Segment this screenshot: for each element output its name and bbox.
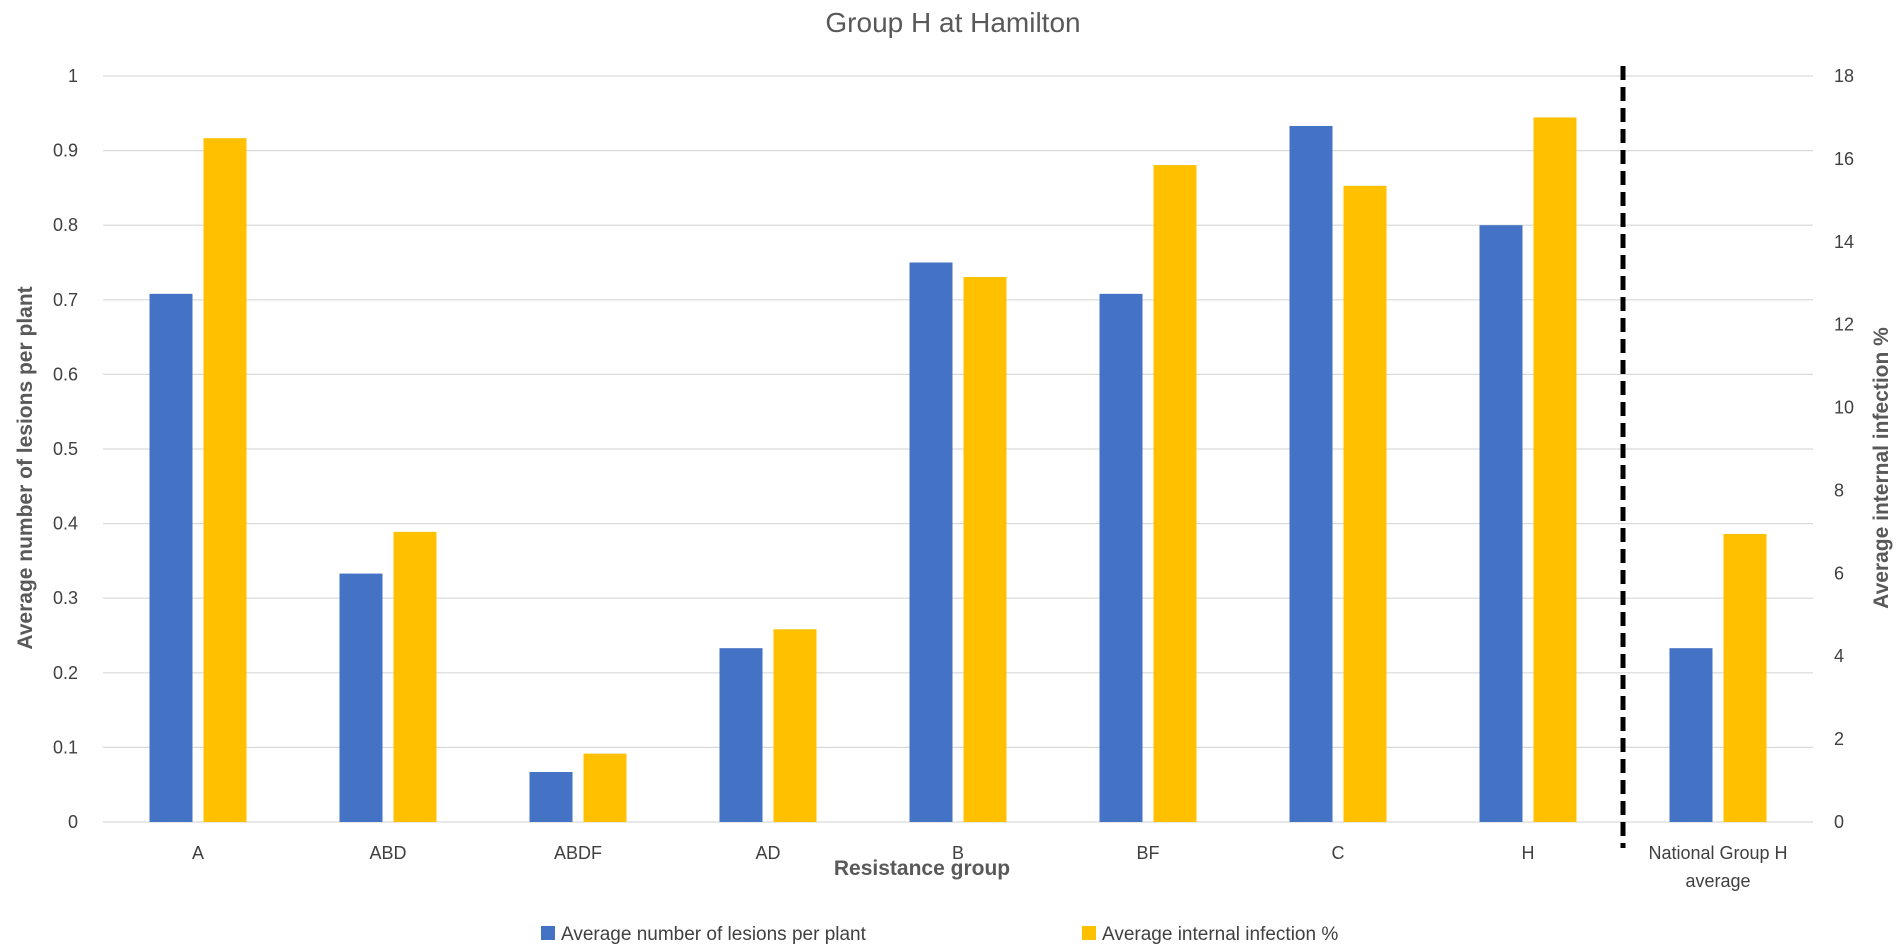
- right-tick-label: 2: [1834, 729, 1844, 749]
- bar-infection: [1343, 185, 1387, 823]
- chart-title: Group H at Hamilton: [825, 7, 1080, 38]
- left-tick-label: 0.4: [53, 514, 78, 534]
- y2-axis-title: Average internal infection %: [1870, 327, 1893, 609]
- bar-infection: [1723, 533, 1767, 822]
- bar-lesions: [1479, 225, 1523, 822]
- left-tick-label: 1: [68, 66, 78, 86]
- left-tick-label: 0.9: [53, 141, 78, 161]
- bar-infection: [1533, 117, 1577, 822]
- left-tick-label: 0.8: [53, 215, 78, 235]
- bar-lesions: [909, 262, 953, 822]
- bar-lesions: [339, 573, 383, 822]
- right-tick-label: 16: [1834, 149, 1854, 169]
- category-label: AD: [755, 843, 780, 863]
- bar-infection: [963, 277, 1007, 822]
- category-label: average: [1685, 871, 1750, 891]
- legend-label-lesions: Average number of lesions per plant: [561, 924, 867, 945]
- right-tick-label: 4: [1834, 646, 1844, 666]
- bar-infection: [773, 629, 817, 822]
- bar-infection: [1153, 165, 1197, 822]
- category-label: A: [192, 843, 204, 863]
- bar-lesions: [1099, 293, 1143, 822]
- category-label: C: [1332, 843, 1345, 863]
- left-tick-label: 0.3: [53, 588, 78, 608]
- bar-infection: [583, 753, 627, 822]
- bar-lesions: [1669, 648, 1713, 822]
- bar-lesions: [719, 648, 763, 822]
- left-axis-ticks: 0 0.1 0.2 0.3 0.4 0.5 0.6 0.7 0.8 0.9 1: [53, 66, 78, 832]
- category-labels: A ABD ABDF AD B BF C H National Group H average: [192, 843, 1788, 891]
- right-tick-label: 0: [1834, 812, 1844, 832]
- legend-swatch-infection: [1082, 926, 1096, 940]
- right-tick-label: 14: [1834, 232, 1854, 252]
- left-tick-label: 0.1: [53, 737, 78, 757]
- right-tick-label: 6: [1834, 563, 1844, 583]
- legend: Average number of lesions per plant Aver…: [541, 924, 1338, 945]
- category-label: National Group H: [1648, 843, 1787, 863]
- bar-infection: [203, 138, 247, 822]
- y-axis-title: Average number of lesions per plant: [14, 286, 37, 649]
- category-label: ABD: [369, 843, 406, 863]
- bar-lesions: [529, 772, 573, 822]
- legend-swatch-lesions: [541, 926, 555, 940]
- category-label: H: [1522, 843, 1535, 863]
- left-tick-label: 0.6: [53, 364, 78, 384]
- right-tick-label: 8: [1834, 480, 1844, 500]
- gridlines: [103, 75, 1813, 823]
- right-axis-ticks: 0 2 4 6 8 10 12 14 16 18: [1834, 66, 1854, 832]
- bar-infection: [393, 531, 437, 822]
- category-label: ABDF: [554, 843, 602, 863]
- bars: [149, 117, 1767, 823]
- right-tick-label: 10: [1834, 398, 1854, 418]
- category-label: B: [952, 843, 964, 863]
- bar-lesions: [1289, 125, 1333, 823]
- left-tick-label: 0.5: [53, 439, 78, 459]
- left-tick-label: 0: [68, 812, 78, 832]
- right-tick-label: 12: [1834, 315, 1854, 335]
- bar-lesions: [149, 293, 193, 822]
- left-tick-label: 0.2: [53, 663, 78, 683]
- category-label: BF: [1136, 843, 1159, 863]
- left-tick-label: 0.7: [53, 290, 78, 310]
- x-axis-title: Resistance group: [834, 857, 1010, 880]
- right-tick-label: 18: [1834, 66, 1854, 86]
- legend-label-infection: Average internal infection %: [1102, 924, 1338, 945]
